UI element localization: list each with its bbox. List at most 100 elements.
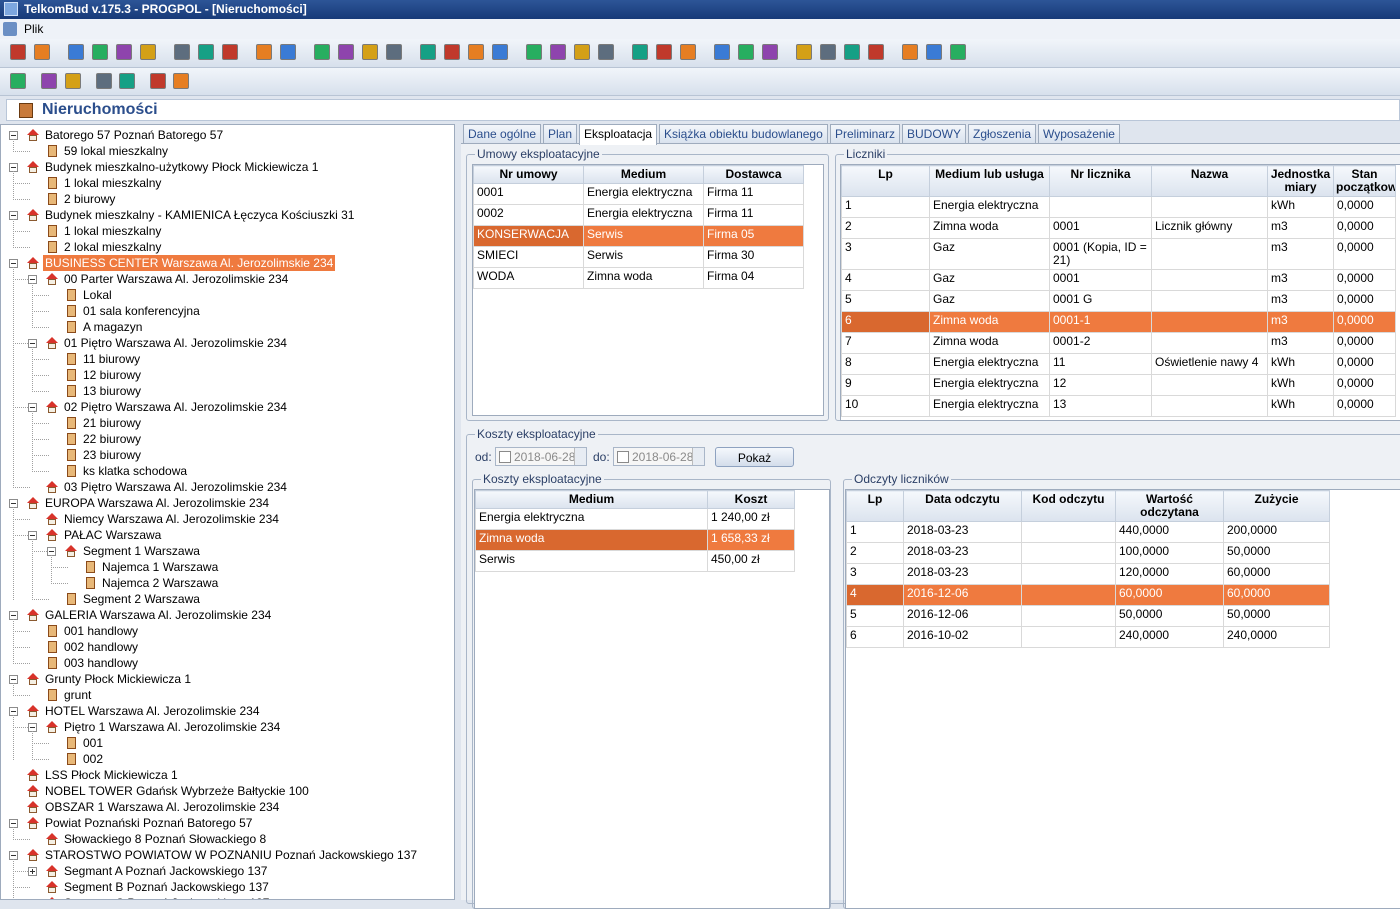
toolbar-button[interactable] [92, 44, 108, 60]
to-date[interactable]: 2018-06-28 [613, 447, 705, 466]
column-header[interactable]: Data odczytu [903, 490, 1022, 522]
tree-label[interactable]: 001 handlowy [64, 624, 139, 638]
show-button[interactable]: Pokaż [715, 447, 794, 467]
column-header[interactable]: Nr licznika [1049, 165, 1152, 197]
table-row[interactable]: 6 2016-10-02 240,0000 240,0000 [846, 626, 1330, 648]
toolbar-button[interactable] [65, 73, 81, 89]
table-row[interactable]: 2 Zimna woda 0001 Licznik główny m3 0,0000 [841, 217, 1396, 239]
tab[interactable]: Wyposażenie [1038, 124, 1120, 144]
tree-label[interactable]: 13 biurowy [83, 384, 142, 398]
table-row[interactable]: 4 Gaz 0001 m3 0,0000 [841, 269, 1396, 291]
column-header[interactable]: Dostawca [703, 165, 804, 184]
tree-label[interactable]: Segment B Poznań Jackowskiego 137 [64, 880, 269, 894]
toolbar-button[interactable] [34, 44, 50, 60]
tree-label[interactable]: Najemca 2 Warszawa [102, 576, 219, 590]
table-row[interactable]: 4 2016-12-06 60,0000 60,0000 [846, 584, 1330, 606]
tab[interactable]: Książka obiektu budowlanego [659, 124, 828, 144]
tree-node[interactable]: Budynek mieszkalno-użytkowy Płock Mickie… [1, 159, 454, 175]
toolbar-button[interactable] [10, 73, 26, 89]
tree-node[interactable]: Batorego 57 Poznań Batorego 57 [1, 127, 454, 143]
tree-label[interactable]: Piętro 1 Warszawa Al. Jerozolimskie 234 [64, 720, 281, 734]
column-header[interactable]: Nazwa [1151, 165, 1268, 197]
tree-label[interactable]: 22 biurowy [83, 432, 142, 446]
table-row[interactable]: 6 Zimna woda 0001-1 m3 0,0000 [841, 311, 1396, 333]
tree-node[interactable]: Segmant A Poznań Jackowskiego 137 [1, 863, 454, 879]
tree-node[interactable]: GALERIA Warszawa Al. Jerozolimskie 234 [1, 607, 454, 623]
toolbar-button[interactable] [10, 44, 26, 60]
table-row[interactable]: 1 Energia elektryczna kWh 0,0000 [841, 196, 1396, 218]
table-row[interactable]: 10 Energia elektryczna 13 kWh 0,0000 [841, 395, 1396, 417]
tree-label[interactable]: Powiat Poznański Poznań Batorego 57 [45, 816, 253, 830]
toolbar-button[interactable] [844, 44, 860, 60]
table-row[interactable]: 8 Energia elektryczna 11 Oświetlenie nawy 4… [841, 353, 1396, 375]
tree-label[interactable]: 03 Piętro Warszawa Al. Jerozolimskie 234 [64, 480, 287, 494]
table-row[interactable]: 3 2018-03-23 120,0000 60,0000 [846, 563, 1330, 585]
column-header[interactable]: Wartość odczytana [1115, 490, 1224, 522]
tree-label[interactable]: Lokal [83, 288, 112, 302]
toolbar-button[interactable] [68, 44, 84, 60]
toolbar-button[interactable] [338, 44, 354, 60]
tree-label[interactable]: 11 biurowy [83, 352, 141, 366]
tree-label[interactable]: PAŁAC Warszawa [64, 528, 162, 542]
tree-node[interactable]: OBSZAR 1 Warszawa Al. Jerozolimskie 234 [1, 799, 454, 815]
tree-node[interactable]: Segment 1 Warszawa [1, 543, 454, 559]
toolbar-button[interactable] [222, 44, 238, 60]
tree-label[interactable]: 002 [83, 752, 104, 766]
toolbar-button[interactable] [868, 44, 884, 60]
tree-node[interactable]: EUROPA Warszawa Al. Jerozolimskie 234 [1, 495, 454, 511]
tree-node[interactable]: 59 lokal mieszkalny [1, 143, 454, 159]
tree-node[interactable]: 2 lokal mieszkalny [1, 239, 454, 255]
tree-label[interactable]: Segment 2 Warszawa [83, 592, 200, 606]
tab[interactable]: Preliminarz [830, 124, 901, 144]
tree-node[interactable]: LSS Płock Mickiewicza 1 [1, 767, 454, 783]
tree-node[interactable]: Segment C Poznań Jackowskiego 137 [1, 895, 454, 899]
table-row[interactable]: Zimna woda 1 658,33 zł [475, 529, 795, 551]
spinner[interactable] [574, 448, 586, 465]
tree-node[interactable]: Najemca 2 Warszawa [1, 575, 454, 591]
tree-label[interactable]: LSS Płock Mickiewicza 1 [45, 768, 178, 782]
tree-node[interactable]: NOBEL TOWER Gdańsk Wybrzeże Bałtyckie 10… [1, 783, 454, 799]
tree-node[interactable]: 22 biurowy [1, 431, 454, 447]
tree-label[interactable]: ks klatka schodowa [83, 464, 188, 478]
tree-label[interactable]: 12 biurowy [83, 368, 142, 382]
column-header[interactable]: Nr umowy [473, 165, 584, 184]
tree-label[interactable]: Najemca 1 Warszawa [102, 560, 219, 574]
toolbar-button[interactable] [550, 44, 566, 60]
tree-label[interactable]: 2 lokal mieszkalny [64, 240, 162, 254]
tree-node[interactable]: STAROSTWO POWIATOW W POZNANIU Poznań Jac… [1, 847, 454, 863]
toolbar-button[interactable] [820, 44, 836, 60]
spinner[interactable] [692, 448, 704, 465]
tree-label[interactable]: Budynek mieszkalny - KAMIENICA Łęczyca K… [45, 208, 355, 222]
tree-label[interactable]: STAROSTWO POWIATOW W POZNANIU Poznań Jac… [45, 848, 418, 862]
tree-node[interactable]: Najemca 1 Warszawa [1, 559, 454, 575]
tree-label[interactable]: 21 biurowy [83, 416, 142, 430]
toolbar-button[interactable] [198, 44, 214, 60]
table-row[interactable]: 5 Gaz 0001 G m3 0,0000 [841, 290, 1396, 312]
tree-node[interactable]: ks klatka schodowa [1, 463, 454, 479]
column-header[interactable]: Jednostka miary [1267, 165, 1334, 197]
tree-node[interactable]: HOTEL Warszawa Al. Jerozolimskie 234 [1, 703, 454, 719]
tree-label[interactable]: BUSINESS CENTER Warszawa Al. Jerozolimsk… [43, 255, 336, 271]
table-row[interactable]: Energia elektryczna 1 240,00 zł [475, 508, 795, 530]
toolbar-button[interactable] [714, 44, 730, 60]
tree-node[interactable]: Niemcy Warszawa Al. Jerozolimskie 234 [1, 511, 454, 527]
menu-item[interactable]: Plik [24, 22, 44, 36]
tree-label[interactable]: Niemcy Warszawa Al. Jerozolimskie 234 [64, 512, 279, 526]
tree-label[interactable]: 59 lokal mieszkalny [64, 144, 169, 158]
tree-node[interactable]: 00 Parter Warszawa Al. Jerozolimskie 234 [1, 271, 454, 287]
tree-node[interactable]: 11 biurowy [1, 351, 454, 367]
toolbar-button[interactable] [362, 44, 378, 60]
tree-label[interactable]: Segment C Poznań Jackowskiego 137 [62, 895, 271, 899]
toolbar-button[interactable] [41, 73, 57, 89]
table-row[interactable]: 0001 Energia elektryczna Firma 11 [473, 183, 804, 205]
checkbox[interactable] [499, 451, 511, 463]
table-row[interactable]: Serwis 450,00 zł [475, 550, 795, 572]
toolbar-button[interactable] [116, 44, 132, 60]
column-header[interactable]: Lp [841, 165, 930, 197]
toolbar-button[interactable] [173, 73, 189, 89]
toolbar-button[interactable] [96, 73, 112, 89]
tree-node[interactable]: 23 biurowy [1, 447, 454, 463]
tree-node[interactable]: PAŁAC Warszawa [1, 527, 454, 543]
toolbar-button[interactable] [150, 73, 166, 89]
tree-label[interactable]: 1 lokal mieszkalny [64, 176, 162, 190]
